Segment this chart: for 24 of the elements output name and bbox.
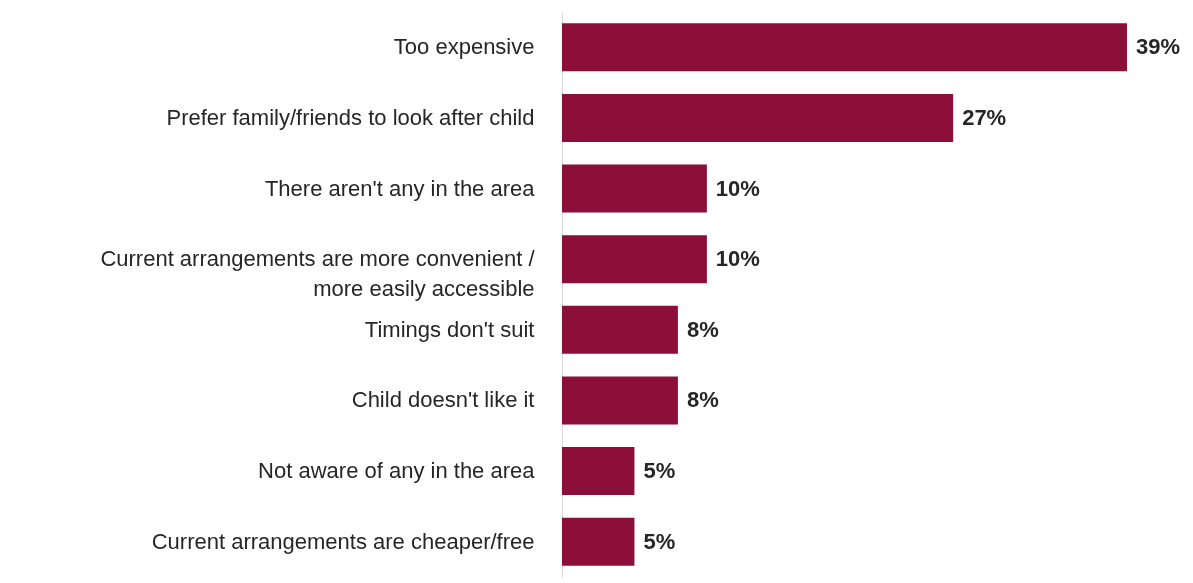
bar — [562, 23, 1127, 72]
y-tick-label: Prefer family/friends to look after child — [166, 104, 535, 130]
y-tick-label: Current arrangements are cheaper/free — [151, 528, 535, 554]
bar — [562, 93, 954, 142]
y-tick-label: Child doesn't like it — [351, 387, 535, 413]
y-tick-label: Too expensive — [393, 34, 535, 60]
bar — [562, 305, 678, 354]
data-label: 10% — [715, 175, 760, 201]
data-label: 8% — [686, 387, 719, 413]
data-label: 8% — [686, 316, 719, 342]
data-label: 27% — [962, 104, 1007, 130]
y-tick-label: There aren't any in the area — [264, 175, 536, 201]
y-tick-label: Not aware of any in the area — [258, 458, 536, 484]
data-label: 5% — [643, 458, 676, 484]
data-label: 39% — [1136, 34, 1181, 60]
bar — [562, 517, 635, 566]
bar — [562, 447, 635, 496]
data-label: 5% — [643, 528, 676, 554]
bar — [562, 164, 707, 213]
bar — [562, 235, 707, 284]
data-label: 10% — [715, 246, 760, 272]
y-tick-label: Current arrangements are more convenient / more easily accessible — [100, 246, 536, 302]
bar — [562, 376, 678, 425]
y-tick-label: Timings don't suit — [364, 316, 535, 342]
